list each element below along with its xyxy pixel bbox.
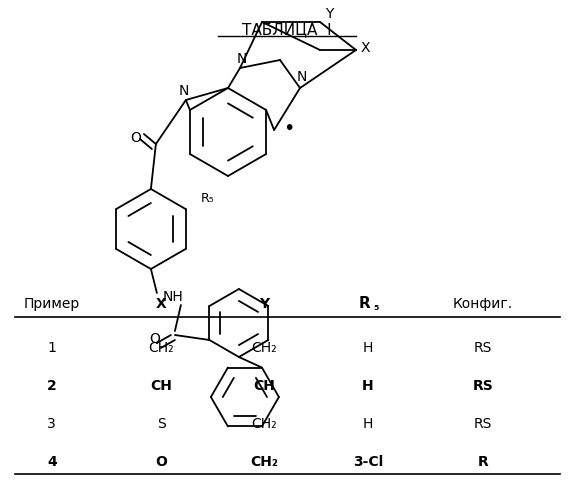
Text: N: N [179,84,189,98]
Text: N: N [237,52,247,66]
Text: NH: NH [163,290,183,304]
Text: 3: 3 [47,417,56,431]
Text: RS: RS [474,417,492,431]
Text: Y: Y [259,297,270,311]
Text: 3-Cl: 3-Cl [353,455,383,469]
Text: Y: Y [325,7,333,21]
Text: O: O [150,332,160,346]
Text: CH: CH [150,379,172,393]
Text: 4: 4 [47,455,56,469]
Text: •: • [283,118,295,138]
Text: N: N [297,70,307,84]
Text: Конфиг.: Конфиг. [453,297,513,311]
Text: CH₂: CH₂ [251,455,278,469]
Text: O: O [155,455,167,469]
Text: S: S [156,417,166,431]
Text: R: R [358,296,370,312]
Text: 1: 1 [47,341,56,355]
Text: CH₂: CH₂ [252,417,277,431]
Text: O: O [131,131,141,145]
Text: RS: RS [473,379,493,393]
Text: CH₂: CH₂ [148,341,174,355]
Text: CH: CH [254,379,275,393]
Text: ТАБЛИЦА  I: ТАБЛИЦА I [242,22,332,37]
Text: 2: 2 [47,379,56,393]
Text: H: H [362,379,374,393]
Text: Пример: Пример [24,297,80,311]
Text: R₅: R₅ [201,192,214,205]
Text: H: H [363,341,373,355]
Text: R: R [478,455,488,469]
Text: CH₂: CH₂ [252,341,277,355]
Text: X: X [156,297,166,311]
Text: RS: RS [474,341,492,355]
Text: H: H [363,417,373,431]
Text: ₅: ₅ [373,300,379,314]
Text: X: X [361,41,370,55]
